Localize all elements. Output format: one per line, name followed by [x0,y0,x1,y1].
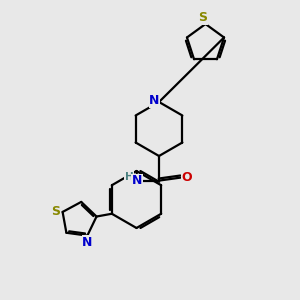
Text: O: O [181,171,192,184]
Text: N: N [149,94,160,107]
Text: H: H [124,172,134,182]
Text: N: N [132,174,142,188]
Text: N: N [82,236,92,249]
Text: S: S [199,11,208,24]
Text: S: S [52,206,61,218]
